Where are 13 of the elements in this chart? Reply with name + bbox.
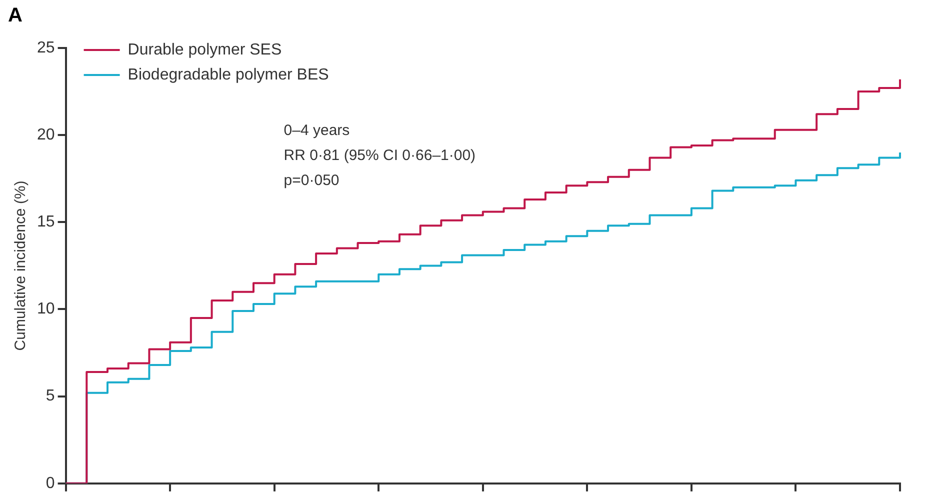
y-axis-title: Cumulative incidence (%) (12, 180, 30, 351)
chart-title: A (8, 4, 22, 27)
y-tick-label: 10 (37, 300, 55, 318)
annotation: 0–4 years (284, 122, 350, 140)
y-tick-label: 25 (37, 39, 55, 56)
y-tick-label: 20 (37, 126, 55, 144)
y-tick-label: 0 (46, 474, 55, 492)
annotation: RR 0·81 (95% CI 0·66–1·00) (284, 147, 476, 164)
legend-label: Biodegradable polymer BES (128, 66, 329, 84)
y-tick-label: 5 (46, 388, 55, 405)
y-tick-label: 15 (37, 214, 55, 231)
annotation: p=0·050 (284, 172, 340, 190)
legend-label: Durable polymer SES (128, 41, 282, 58)
